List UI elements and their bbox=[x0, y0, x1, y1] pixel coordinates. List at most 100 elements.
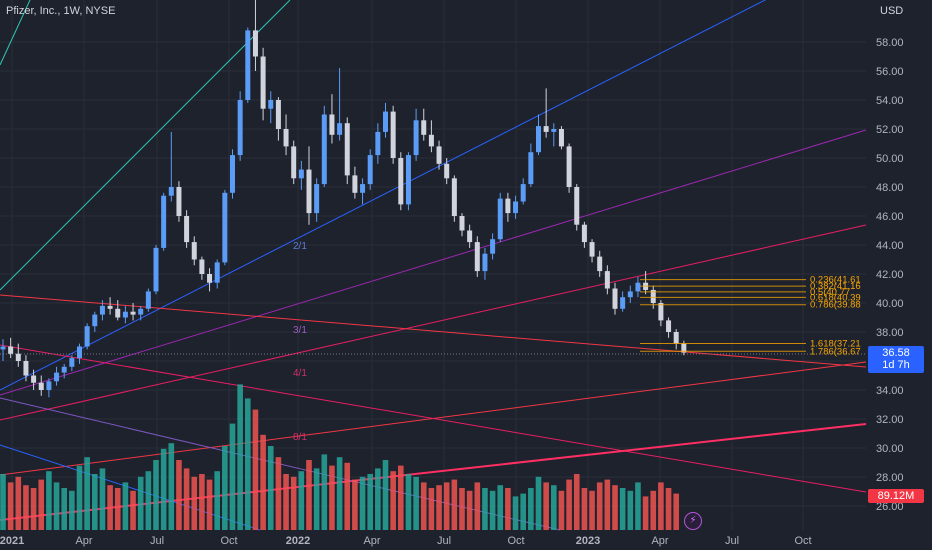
price-tick-label: 56.00 bbox=[876, 66, 904, 78]
symbol-title[interactable]: Pfizer, Inc., 1W, NYSE bbox=[6, 5, 116, 17]
candle-body bbox=[620, 297, 626, 309]
price-tick-label: 38.00 bbox=[876, 327, 904, 339]
candle-body bbox=[604, 271, 610, 289]
time-tick-label: Oct bbox=[794, 535, 811, 547]
candle-body bbox=[84, 326, 90, 347]
volume-bar bbox=[612, 485, 618, 530]
volume-bar bbox=[199, 474, 205, 530]
gann-fan-line-2x1 bbox=[0, 0, 767, 391]
volume-bar bbox=[92, 474, 98, 530]
volume-bar bbox=[306, 460, 312, 530]
volume-bar bbox=[367, 474, 373, 530]
candle-body bbox=[574, 187, 580, 225]
candle-body bbox=[513, 201, 519, 214]
gann-fan-line-4x1 bbox=[0, 224, 867, 421]
volume-bar bbox=[451, 479, 458, 530]
candle-body bbox=[383, 111, 388, 132]
candle-body bbox=[314, 184, 320, 214]
volume-bar bbox=[53, 482, 60, 530]
candle-body bbox=[436, 146, 442, 164]
volume-bar bbox=[15, 476, 22, 530]
candle-body bbox=[161, 195, 167, 248]
candle-body bbox=[681, 343, 687, 353]
volume-bar bbox=[122, 482, 129, 530]
time-tick-label: 2021 bbox=[0, 535, 24, 547]
candle-body bbox=[627, 291, 633, 298]
gann-fan-line-1x1-steep bbox=[0, 0, 291, 291]
candle-body bbox=[673, 332, 679, 344]
volume-bar bbox=[206, 479, 213, 530]
candle-body bbox=[390, 111, 396, 158]
volume-bar bbox=[153, 460, 159, 530]
volume-bar bbox=[107, 485, 113, 530]
candle-body bbox=[237, 100, 243, 156]
price-axis[interactable]: 26.0028.0030.0032.0034.0036.0038.0040.00… bbox=[876, 37, 904, 513]
volume-bar bbox=[99, 468, 106, 530]
candle-body bbox=[92, 314, 98, 327]
candle-body bbox=[566, 146, 572, 187]
candle-body bbox=[153, 247, 159, 292]
price-tick-label: 44.00 bbox=[876, 240, 904, 252]
candle-body bbox=[199, 259, 205, 274]
volume-bar bbox=[283, 474, 289, 530]
candle-body bbox=[474, 242, 480, 272]
candle-body bbox=[115, 308, 121, 318]
volume-bar bbox=[459, 488, 465, 530]
candle-body bbox=[168, 187, 174, 196]
candle-body bbox=[650, 289, 656, 303]
volume-bar bbox=[298, 471, 305, 530]
volume-bar bbox=[382, 460, 389, 530]
volume-bar bbox=[245, 398, 251, 530]
trend-line-bold bbox=[0, 423, 867, 521]
volume-bar bbox=[558, 490, 565, 530]
candle-body bbox=[421, 120, 427, 135]
volume-bar bbox=[229, 423, 236, 530]
candle-body bbox=[536, 126, 541, 153]
candle-body bbox=[520, 184, 526, 202]
volume-bar bbox=[145, 471, 152, 530]
candle-body bbox=[459, 216, 465, 231]
volume-bar bbox=[23, 485, 29, 530]
candle-body bbox=[398, 158, 404, 205]
candle-body bbox=[635, 282, 641, 292]
volume-bar bbox=[130, 490, 136, 530]
volume-bar bbox=[505, 488, 511, 530]
volume-bar bbox=[528, 488, 534, 530]
time-axis[interactable]: 2021 Apr Jul Oct 2022 Apr Jul Oct 2023 Apr Jul Oct bbox=[0, 535, 812, 547]
volume-bar bbox=[489, 490, 496, 530]
price-tick-label: 54.00 bbox=[876, 95, 904, 107]
candle-body bbox=[31, 375, 37, 383]
candle-body bbox=[145, 291, 151, 309]
volume-bar bbox=[428, 488, 435, 530]
trend-line-pink bbox=[0, 344, 867, 493]
volume-bar bbox=[214, 471, 220, 530]
gann-ratio-label: 4/1 bbox=[293, 368, 307, 379]
time-tick-label: Oct bbox=[220, 535, 237, 547]
volume-bar bbox=[474, 482, 481, 530]
gann-fan-line-3x1 bbox=[0, 129, 867, 396]
candle-body bbox=[558, 129, 564, 147]
candle-body bbox=[428, 134, 434, 147]
gann-ratio-label: 2/1 bbox=[293, 241, 307, 252]
volume-bar bbox=[46, 471, 52, 530]
candle-body bbox=[589, 242, 595, 257]
price-tick-label: 46.00 bbox=[876, 211, 904, 223]
candle-body bbox=[99, 305, 105, 315]
volume-bar bbox=[627, 490, 634, 530]
price-tick-label: 32.00 bbox=[876, 414, 904, 426]
volume-bar bbox=[168, 443, 175, 530]
fib-level-label: 0.786(39.88 bbox=[810, 300, 861, 311]
lightning-icon[interactable]: ⚡ bbox=[684, 512, 702, 530]
price-tick-label: 26.00 bbox=[876, 501, 904, 513]
drawing-lines bbox=[0, 0, 867, 531]
price-tick-label: 50.00 bbox=[876, 153, 904, 165]
candle-body bbox=[291, 146, 297, 179]
time-tick-label: 2023 bbox=[576, 535, 600, 547]
volume-bar bbox=[176, 460, 182, 530]
volume-bar bbox=[290, 476, 297, 530]
bar-countdown: 1d 7h bbox=[882, 359, 910, 371]
candle-body bbox=[245, 30, 251, 100]
volume-bar bbox=[642, 496, 649, 530]
candles bbox=[0, 0, 687, 398]
